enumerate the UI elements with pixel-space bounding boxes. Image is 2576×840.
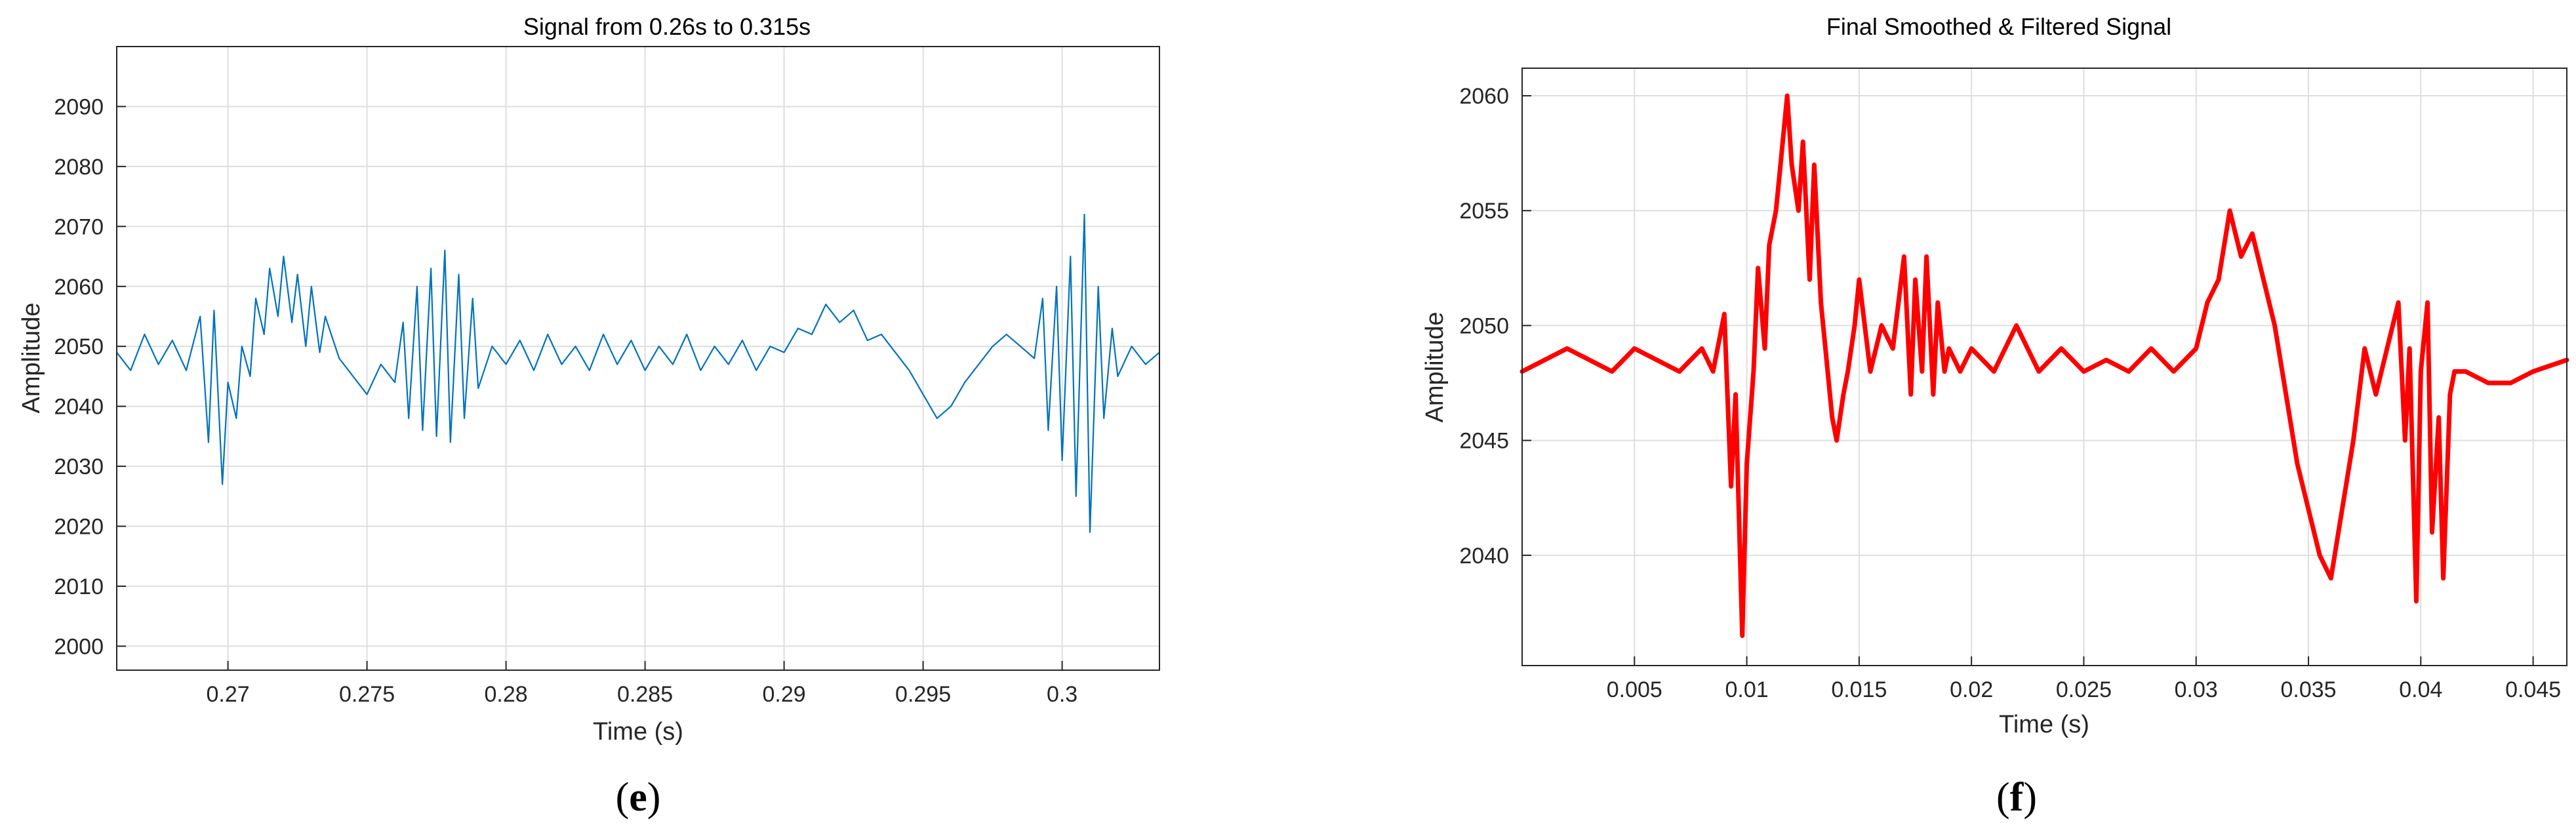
x-tick-label: 0.29 <box>763 682 806 707</box>
y-tick-label: 2090 <box>54 94 104 119</box>
x-tick-label: 0.02 <box>1950 677 1993 702</box>
y-tick-label: 2010 <box>54 574 104 599</box>
x-tick-label: 0.01 <box>1725 677 1768 702</box>
x-tick-label: 0.045 <box>2505 677 2561 702</box>
x-tick-label: 0.27 <box>207 682 250 707</box>
x-tick-label: 0.015 <box>1831 677 1887 702</box>
series-line <box>115 213 1161 533</box>
x-axis-label: Time (s) <box>593 718 683 746</box>
y-axis-label: Amplitude <box>1421 312 1449 423</box>
x-tick-label: 0.025 <box>2056 677 2112 702</box>
chart-panel-f: Final Smoothed & Filtered Signal 0.005 0.… <box>1421 13 2569 820</box>
y-tick-label: 2000 <box>54 634 104 659</box>
x-tick-label: 0.005 <box>1607 677 1662 702</box>
x-tick-label: 0.035 <box>2280 677 2336 702</box>
y-tick-label: 2055 <box>1459 199 1509 224</box>
x-tick-label: 0.28 <box>485 682 528 707</box>
ticks: 0.27 0.275 0.28 0.285 0.29 0.295 0.3 2000 2010 20… <box>54 94 1077 707</box>
series-line <box>1519 93 2569 638</box>
x-tick-label: 0.285 <box>617 682 673 707</box>
panel-label-letter: f <box>2010 775 2024 820</box>
grid <box>117 47 1159 670</box>
y-tick-label: 2030 <box>54 454 104 479</box>
y-tick-label: 2040 <box>54 395 104 420</box>
y-tick-label: 2045 <box>1459 429 1509 454</box>
chart-title: Final Smoothed & Filtered Signal <box>1826 13 2171 40</box>
chart-title: Signal from 0.26s to 0.315s <box>523 13 811 40</box>
panel-label-close: ) <box>647 775 661 820</box>
x-tick-label: 0.04 <box>2399 677 2442 702</box>
series-line-group <box>115 213 1161 533</box>
panel-label-close: ) <box>2023 775 2037 820</box>
chart-panel-e: Signal from 0.26s to 0.315s 0.27 0.275 0.2… <box>18 13 1161 820</box>
y-tick-label: 2050 <box>1459 313 1509 338</box>
panel-label: (f) <box>1996 775 2037 820</box>
y-tick-label: 2020 <box>54 515 104 540</box>
ticks: 0.005 0.01 0.015 0.02 0.025 0.03 0.035 0.04 0.04… <box>1459 84 2561 702</box>
axes-frame <box>1521 68 2567 666</box>
x-tick-label: 0.3 <box>1047 682 1077 707</box>
y-tick-label: 2060 <box>54 275 104 300</box>
x-tick-label: 0.275 <box>339 682 395 707</box>
panel-label-open: ( <box>616 775 630 820</box>
y-axis-label: Amplitude <box>18 303 45 414</box>
y-tick-label: 2060 <box>1459 84 1509 109</box>
y-tick-label: 2050 <box>54 334 104 359</box>
y-tick-label: 2040 <box>1459 544 1509 569</box>
x-axis-label: Time (s) <box>1999 711 2089 738</box>
y-tick-label: 2070 <box>54 214 104 239</box>
panel-label: (e) <box>616 775 661 820</box>
panel-label-letter: e <box>629 775 647 820</box>
axes-frame <box>116 46 1160 671</box>
x-tick-label: 0.295 <box>895 682 951 707</box>
y-tick-label: 2080 <box>54 155 104 180</box>
panel-label-open: ( <box>1996 775 2010 820</box>
series-line-group <box>1519 93 2569 638</box>
x-tick-label: 0.03 <box>2175 677 2218 702</box>
